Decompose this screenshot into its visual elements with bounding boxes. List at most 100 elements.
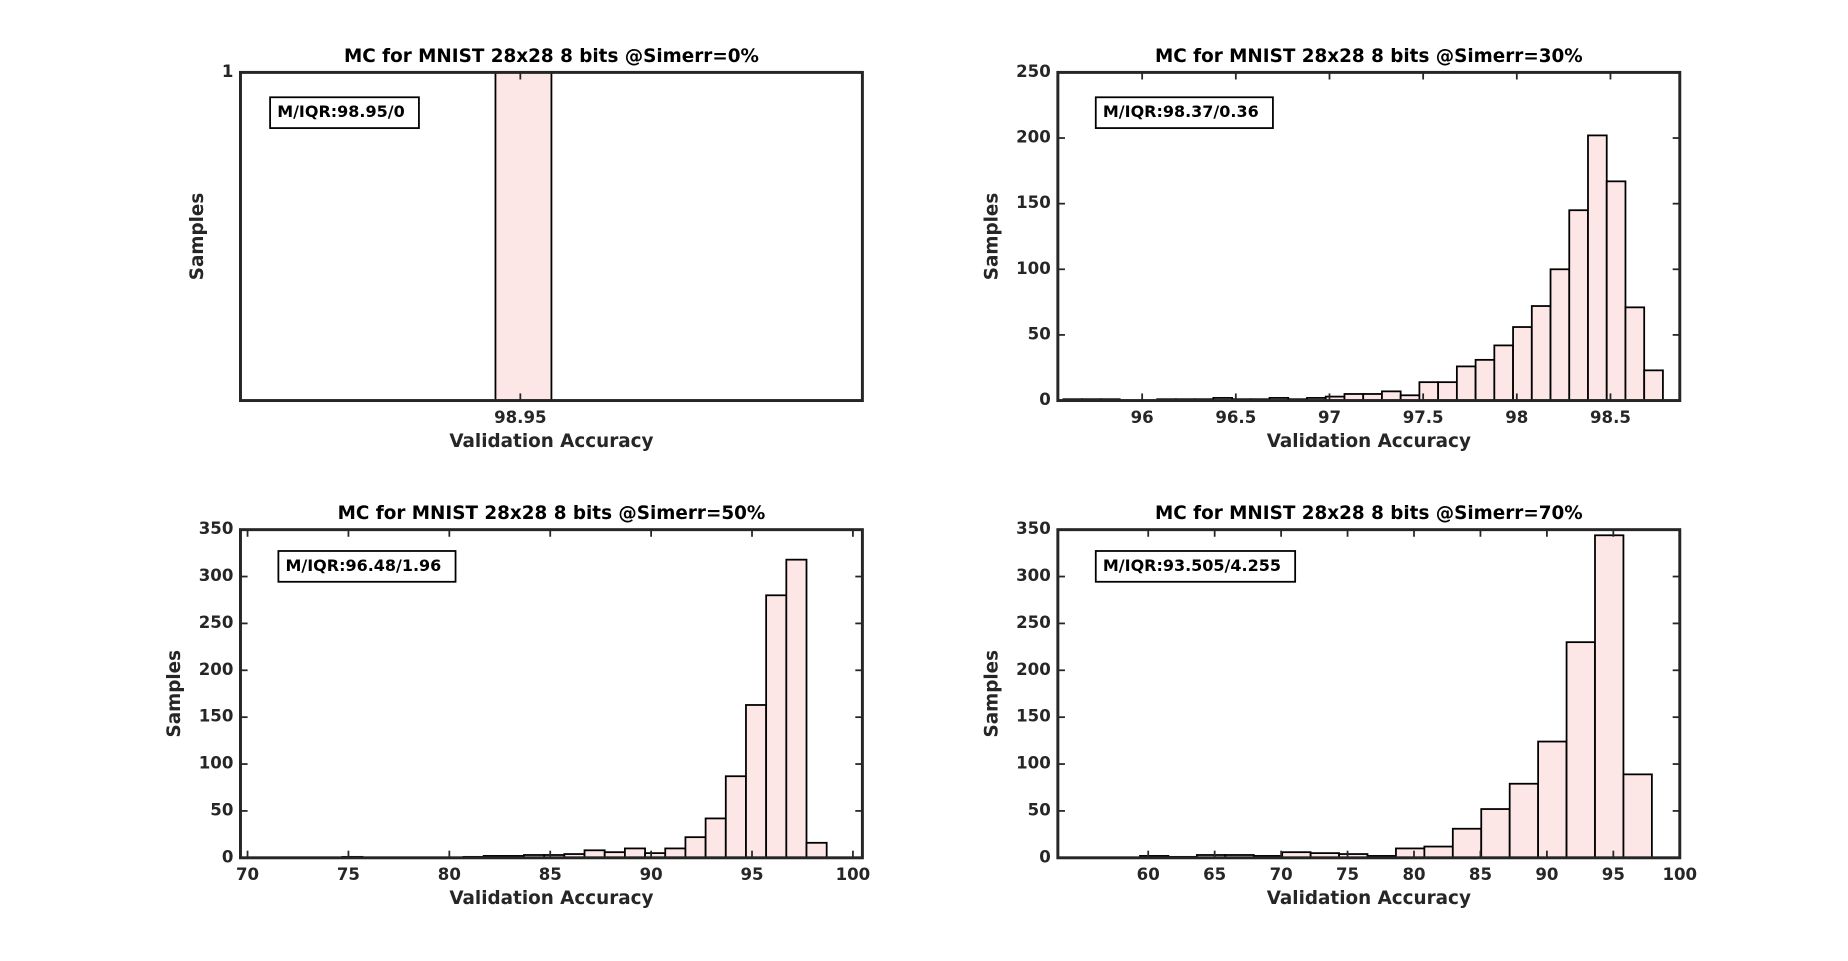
x-axis-label: Validation Accuracy — [449, 888, 653, 909]
x-axis-label: Validation Accuracy — [1267, 431, 1471, 452]
y-axis-label: Samples — [981, 193, 1002, 281]
y-tick-label: 250 — [1016, 62, 1051, 81]
x-tick-label: 95 — [740, 865, 763, 884]
x-tick-label: 75 — [337, 865, 360, 884]
hist-bar — [745, 704, 768, 859]
y-tick-label: 250 — [1016, 613, 1051, 632]
axes-box — [238, 70, 864, 403]
x-tick-label: 60 — [1137, 865, 1160, 884]
x-tick-label: 65 — [1203, 865, 1226, 884]
hist-bar — [704, 817, 727, 859]
x-tick-label: 85 — [539, 865, 562, 884]
hist-bar — [1624, 306, 1646, 402]
y-tick-label: 150 — [199, 707, 234, 726]
hist-bar — [1451, 827, 1483, 859]
y-axis-label: Samples — [164, 650, 185, 738]
x-tick-label: 90 — [1535, 865, 1558, 884]
hist-bar — [785, 558, 808, 859]
y-tick-label: 0 — [222, 847, 234, 866]
hist-bar — [765, 594, 788, 859]
y-axis-label: Samples — [187, 193, 208, 281]
annotation: M/IQR:98.95/0 — [277, 102, 405, 121]
x-tick-label: 70 — [236, 865, 259, 884]
y-tick-label: 0 — [1039, 847, 1051, 866]
axes-box — [1056, 70, 1682, 403]
x-tick-label: 98 — [1505, 408, 1528, 427]
x-tick-label: 96.5 — [1215, 408, 1256, 427]
hist-bar — [1537, 740, 1568, 859]
x-axis-label: Validation Accuracy — [1267, 888, 1471, 909]
hist-bar — [724, 775, 747, 859]
annotation: M/IQR:98.37/0.36 — [1103, 102, 1259, 121]
y-tick-label: 100 — [199, 754, 234, 773]
hist-bar — [805, 841, 828, 859]
hist-bar — [1530, 305, 1552, 402]
chart-title: MC for MNIST 28x28 8 bits @Simerr=70% — [1155, 503, 1583, 524]
y-tick-label: 0 — [1039, 390, 1051, 409]
axes-box — [238, 528, 864, 860]
y-tick-label: 50 — [210, 800, 233, 819]
y-tick-label: 150 — [1016, 707, 1051, 726]
hist-bar — [1480, 808, 1511, 859]
annotation-box — [1094, 96, 1274, 129]
hist-bar — [1605, 180, 1627, 402]
x-tick-label: 100 — [836, 865, 871, 884]
y-tick-label: 200 — [1016, 660, 1051, 679]
x-tick-label: 80 — [1402, 865, 1425, 884]
y-tick-label: 200 — [1016, 128, 1051, 147]
hist-bar — [1455, 365, 1477, 402]
chart-title: MC for MNIST 28x28 8 bits @Simerr=0% — [344, 46, 759, 67]
y-tick-label: 350 — [199, 519, 234, 538]
hist-bar — [1508, 782, 1540, 859]
y-tick-label: 300 — [199, 566, 234, 585]
x-tick-label: 97.5 — [1403, 408, 1444, 427]
x-axis-label: Validation Accuracy — [449, 431, 653, 452]
x-tick-label: 97 — [1318, 408, 1341, 427]
annotation-box — [277, 550, 457, 583]
y-tick-label: 100 — [1016, 754, 1051, 773]
hist-bar — [1549, 268, 1571, 402]
y-tick-label: 100 — [1016, 259, 1051, 278]
x-tick-label: 70 — [1270, 865, 1293, 884]
y-tick-label: 250 — [199, 613, 234, 632]
x-tick-label: 96 — [1131, 408, 1154, 427]
axes-box — [1056, 528, 1682, 860]
hist-bar — [1437, 381, 1458, 402]
annotation-box — [1094, 550, 1297, 583]
chart-title: MC for MNIST 28x28 8 bits @Simerr=30% — [1155, 46, 1583, 67]
chart-title: MC for MNIST 28x28 8 bits @Simerr=50% — [338, 503, 766, 524]
annotation-box — [269, 96, 420, 129]
x-tick-label: 95 — [1602, 865, 1625, 884]
x-tick-label: 75 — [1336, 865, 1359, 884]
x-tick-label: 98.5 — [1590, 408, 1631, 427]
annotation: M/IQR:93.505/4.255 — [1103, 556, 1281, 575]
x-tick-label: 100 — [1662, 865, 1697, 884]
hist-bar — [1423, 845, 1454, 859]
hist-bar — [1587, 134, 1608, 402]
x-tick-label: 98.95 — [494, 408, 546, 427]
x-tick-label: 85 — [1469, 865, 1492, 884]
y-axis-label: Samples — [981, 650, 1002, 738]
hist-bar — [1565, 641, 1596, 859]
y-tick-label: 50 — [1028, 324, 1051, 343]
hist-bar — [684, 836, 707, 859]
hist-bar — [1512, 326, 1533, 402]
hist-bar — [1418, 381, 1440, 402]
hist-bar — [1594, 534, 1625, 859]
x-tick-label: 80 — [438, 865, 461, 884]
hist-bar — [1493, 344, 1514, 402]
x-tick-label: 90 — [640, 865, 663, 884]
y-tick-label: 350 — [1016, 519, 1051, 538]
hist-bar — [494, 71, 553, 402]
y-tick-label: 300 — [1016, 566, 1051, 585]
hist-bar — [1568, 209, 1589, 402]
annotation: M/IQR:96.48/1.96 — [285, 556, 441, 575]
hist-bar — [1474, 358, 1496, 402]
y-tick-label: 150 — [1016, 193, 1051, 212]
y-tick-label: 200 — [199, 660, 234, 679]
y-tick-label: 50 — [1028, 800, 1051, 819]
hist-bar — [1643, 369, 1664, 402]
hist-bar — [1622, 773, 1653, 859]
